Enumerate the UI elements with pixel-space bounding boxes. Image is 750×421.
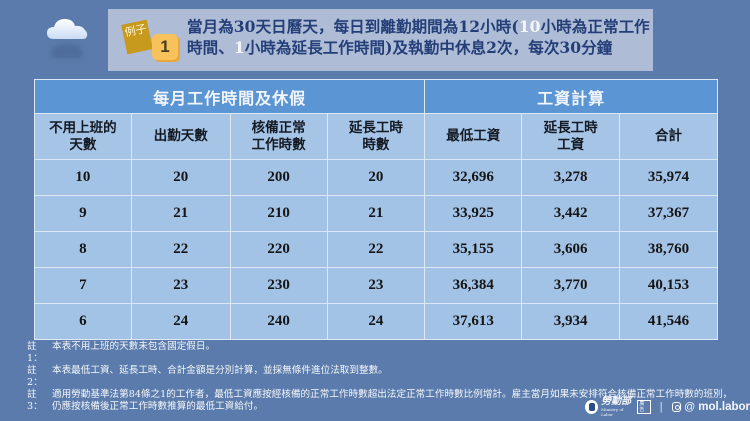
table-cell: 6	[34, 303, 132, 340]
table-cell: 35,155	[424, 231, 523, 268]
table-row: 6 24 240 24 37,613 3,934 41,546	[34, 303, 718, 340]
table-cell: 33,925	[424, 195, 523, 232]
ad-badge: 廣告	[637, 400, 651, 414]
footer-separator: |	[659, 401, 663, 413]
table-cell: 7	[34, 267, 132, 304]
threads-icon[interactable]: @	[684, 401, 696, 413]
table-cell: 21	[130, 195, 231, 232]
table-cell: 35,974	[619, 159, 718, 196]
table-cell: 41,546	[619, 303, 718, 340]
column-header: 出勤天數	[130, 113, 231, 160]
description-line-2: 時間、1小時為延長工作時間)及執勤中休息2次，每次30分鐘	[187, 38, 613, 57]
column-header: 不用上班的 天數	[34, 113, 132, 160]
footnote: 註2： 本表最低工資、延長工時、合計金額是分別計算，並採無條件進位法取到整數。	[27, 365, 388, 388]
table-cell: 220	[229, 231, 328, 268]
footnote: 註3： 適用勞動基準法第84條之1的工作者，最低工資應按經核備的正常工作時數超出法…	[27, 389, 733, 412]
table-cell: 3,934	[521, 303, 621, 340]
table-cell: 200	[229, 159, 328, 196]
group-header-wage-calc: 工資計算	[424, 79, 718, 114]
column-header: 最低工資	[424, 113, 523, 160]
table-cell: 20	[326, 159, 426, 196]
social-handle[interactable]: mol.labor	[698, 401, 750, 413]
cloud-shadow	[52, 44, 82, 58]
table-cell: 37,613	[424, 303, 523, 340]
column-header: 合計	[619, 113, 718, 160]
column-header: 延長工時 工資	[521, 113, 621, 160]
column-header: 延長工時 時數	[326, 113, 426, 160]
table-cell: 210	[229, 195, 328, 232]
ministry-logo-icon	[585, 400, 599, 414]
table-cell: 9	[34, 195, 132, 232]
table-cell: 3,278	[521, 159, 621, 196]
instagram-icon[interactable]	[671, 402, 682, 412]
table-cell: 21	[326, 195, 426, 232]
table-cell: 3,442	[521, 195, 621, 232]
footer: 勞動部 Ministry of Labor 廣告 | @ mol.labor	[585, 396, 750, 418]
table-cell: 23	[130, 267, 231, 304]
table-row: 9 21 210 21 33,925 3,442 37,367	[34, 195, 718, 232]
table-cell: 23	[326, 267, 426, 304]
table-row: 7 23 230 23 36,384 3,770 40,153	[34, 267, 718, 304]
wage-table: 每月工作時間及休假 工資計算 不用上班的 天數 出勤天數 核備正常 工作時數 延長工時 時數…	[33, 79, 718, 340]
table-cell: 22	[130, 231, 231, 268]
table-cell: 22	[326, 231, 426, 268]
example-banner	[108, 9, 653, 71]
cloud-icon	[47, 19, 88, 39]
example-description: 當月為30天日曆天，每日到離勤期間為12小時(10小時為正常工作 時間、1小時為…	[187, 16, 657, 58]
ministry-logo: 勞動部 Ministry of Labor	[601, 396, 632, 418]
table-cell: 10	[34, 159, 132, 196]
table-cell: 37,367	[619, 195, 718, 232]
description-line-1: 當月為30天日曆天，每日到離勤期間為12小時(10小時為正常工作	[187, 17, 650, 36]
table-cell: 40,153	[619, 267, 718, 304]
table-cell: 240	[229, 303, 328, 340]
table-cell: 3,606	[521, 231, 621, 268]
group-header-work-hours: 每月工作時間及休假	[33, 79, 426, 114]
table-cell: 230	[229, 267, 328, 304]
table-cell: 3,770	[521, 267, 621, 304]
table-row: 10 20 200 20 32,696 3,278 35,974	[34, 159, 718, 196]
table-cell: 32,696	[424, 159, 523, 196]
table-cell: 38,760	[619, 231, 718, 268]
example-number-badge: 1	[152, 34, 178, 60]
table-cell: 24	[130, 303, 231, 340]
table-cell: 24	[326, 303, 426, 340]
footnotes: 註1： 本表不用上班的天數未包含國定假日。 註2： 本表最低工資、延長工時、合計金額是…	[27, 341, 737, 413]
table-cell: 36,384	[424, 267, 523, 304]
footnote: 註1： 本表不用上班的天數未包含國定假日。	[27, 341, 216, 364]
table-row: 8 22 220 22 35,155 3,606 38,760	[34, 231, 718, 268]
table-cell: 20	[130, 159, 231, 196]
column-header: 核備正常 工作時數	[229, 113, 328, 160]
table-cell: 8	[34, 231, 132, 268]
